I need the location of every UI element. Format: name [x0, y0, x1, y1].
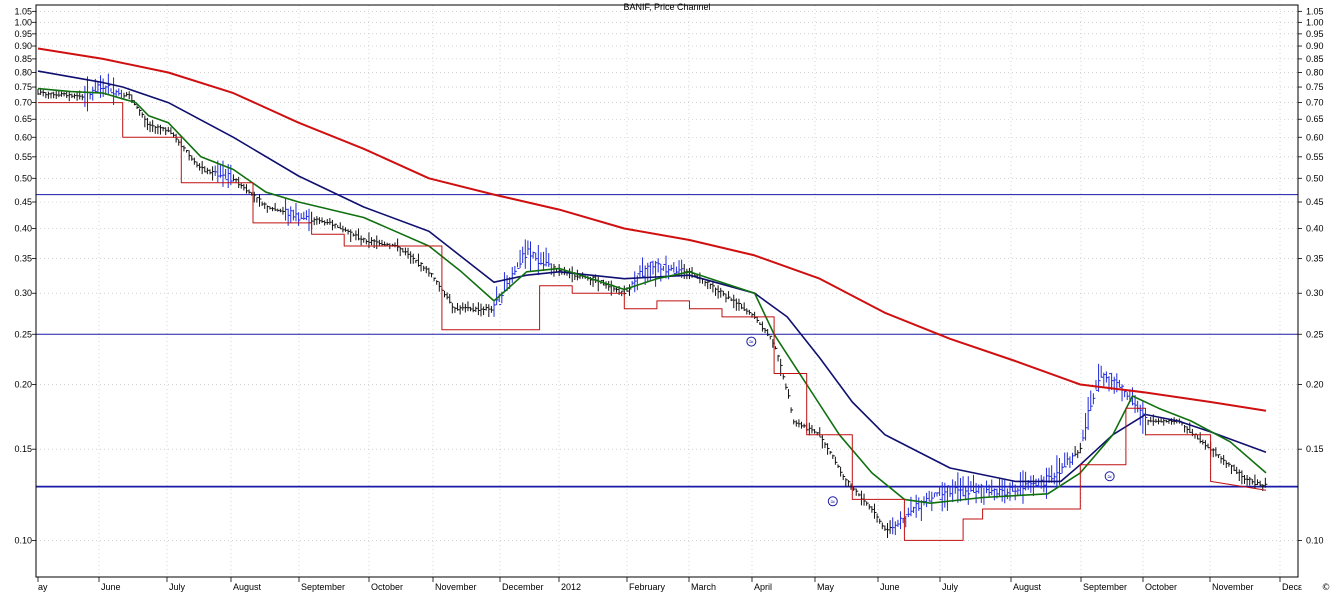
x-tick-label: March	[691, 582, 716, 592]
x-tick-label: June	[880, 582, 900, 592]
annotation-marker	[1104, 471, 1115, 482]
y-tick-label-left: 0.45	[14, 197, 32, 207]
annotations: ≈ ≈ ≈	[746, 336, 1115, 507]
y-tick-label-left: 0.35	[14, 254, 32, 264]
x-tick-label: September	[1083, 582, 1127, 592]
x-tick-label: November	[1212, 582, 1254, 592]
y-tick-label-right: 0.30	[1306, 288, 1324, 298]
chart-grid	[36, 5, 1298, 577]
y-tick-label-right: 0.50	[1306, 173, 1324, 183]
y-tick-label-right: 0.45	[1306, 197, 1324, 207]
y-tick-label-right: 0.70	[1306, 98, 1324, 108]
annotation-label: ≈	[1107, 472, 1112, 481]
y-tick-label-right: 0.90	[1306, 41, 1324, 51]
y-tick-label-right: 0.20	[1306, 379, 1324, 389]
series-lines	[37, 47, 1267, 541]
y-tick-label-right: 0.80	[1306, 68, 1324, 78]
y-tick-label-right: 0.75	[1306, 82, 1324, 92]
x-tick-label: ay	[38, 582, 48, 592]
x-tick-label: August	[233, 582, 262, 592]
x-tick-label: February	[629, 582, 666, 592]
y-tick-label-right: 0.85	[1306, 54, 1324, 64]
x-axis-ticks: ay June July August September October November…	[37, 577, 1302, 592]
x-tick-label: July	[169, 582, 186, 592]
x-tick-label: October	[371, 582, 403, 592]
y-tick-label-left: 0.65	[14, 114, 32, 124]
y-tick-label-left: 0.95	[14, 29, 32, 39]
x-tick-label: September	[301, 582, 345, 592]
y-tick-label-right: 0.65	[1306, 114, 1324, 124]
annotation-marker	[746, 336, 757, 347]
y-tick-label-right: 0.15	[1306, 444, 1324, 454]
y-tick-label-right: 1.05	[1306, 6, 1324, 16]
y-tick-label-left: 0.90	[14, 41, 32, 51]
x-tick-label: Decε	[1282, 582, 1302, 592]
y-tick-label-left: 0.75	[14, 82, 32, 92]
y-tick-label-left: 1.00	[14, 17, 32, 27]
x-tick-label: October	[1145, 582, 1177, 592]
y-tick-label-left: 0.60	[14, 132, 32, 142]
y-tick-label-left: 0.85	[14, 54, 32, 64]
y-tick-label-left: 1.05	[14, 6, 32, 16]
x-tick-label: August	[1013, 582, 1042, 592]
y-tick-label-right: 0.40	[1306, 223, 1324, 233]
x-tick-label: June	[101, 582, 121, 592]
series-line-2	[37, 87, 1267, 504]
y-tick-label-right: 1.00	[1306, 17, 1324, 27]
plot-frame	[35, 4, 1299, 578]
x-tick-label: November	[435, 582, 477, 592]
x-tick-label: December	[502, 582, 544, 592]
y-tick-label-right: 0.25	[1306, 329, 1324, 339]
y-tick-label-left: 0.50	[14, 173, 32, 183]
x-tick-label: 2012	[561, 582, 581, 592]
series-line-3	[38, 102, 1267, 541]
y-tick-label-left: 0.70	[14, 98, 32, 108]
y-tick-label-left: 0.80	[14, 68, 32, 78]
x-tick-label: July	[942, 582, 959, 592]
y-tick-label-right: 0.60	[1306, 132, 1324, 142]
y-tick-label-right: 0.55	[1306, 152, 1324, 162]
annotation-marker	[827, 496, 838, 507]
series-line-0	[37, 47, 1267, 412]
y-tick-label-right: 0.95	[1306, 29, 1324, 39]
y-tick-label-left: 0.30	[14, 288, 32, 298]
annotation-label: ≈	[749, 338, 754, 347]
copyright-mark: ©	[1322, 583, 1331, 592]
x-tick-label: May	[817, 582, 835, 592]
y-tick-label-right: 0.35	[1306, 254, 1324, 264]
y-tick-label-left: 0.10	[14, 535, 32, 545]
y-axis-ticks: 1.05 1.051.00 1.000.95 0.950.90 0.900.85 0.85…	[14, 6, 1323, 545]
y-tick-label-left: 0.25	[14, 329, 32, 339]
y-tick-label-left: 0.40	[14, 223, 32, 233]
chart-title: BANIF, Price Channel	[623, 2, 710, 12]
x-tick-label: April	[754, 582, 772, 592]
y-tick-label-left: 0.15	[14, 444, 32, 454]
horizontal-levels	[36, 194, 1298, 488]
y-tick-label-right: 0.10	[1306, 535, 1324, 545]
annotation-label: ≈	[831, 497, 836, 506]
y-tick-label-left: 0.55	[14, 152, 32, 162]
y-tick-label-left: 0.20	[14, 379, 32, 389]
